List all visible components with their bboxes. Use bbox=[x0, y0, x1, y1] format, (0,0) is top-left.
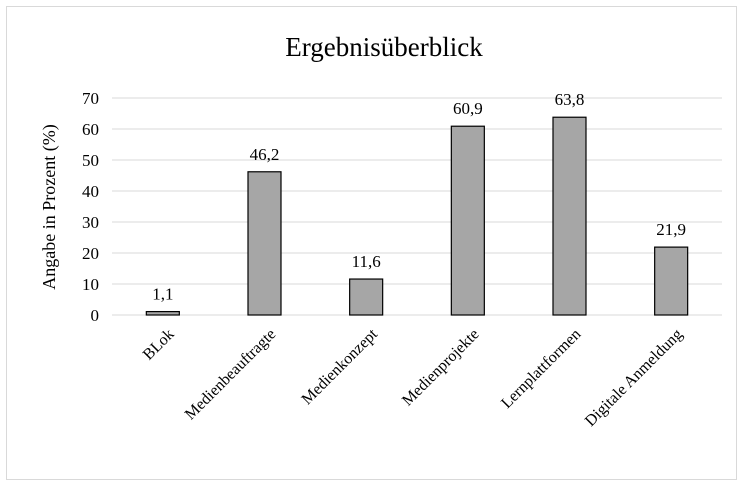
data-label: 60,9 bbox=[453, 99, 483, 118]
data-label: 46,2 bbox=[250, 145, 280, 164]
bar bbox=[654, 246, 689, 316]
category-label: Medienbeauftragte bbox=[182, 326, 279, 423]
data-label: 63,8 bbox=[555, 90, 585, 109]
bar bbox=[552, 116, 587, 316]
data-label: 1,1 bbox=[152, 285, 173, 304]
y-axis-label: Angabe in Prozent (%) bbox=[39, 124, 60, 289]
data-label: 21,9 bbox=[656, 220, 686, 239]
category-label: Digitale Anmeldung bbox=[582, 326, 686, 430]
category-label: Medienkonzept bbox=[299, 325, 382, 408]
bar bbox=[247, 171, 282, 316]
bar bbox=[349, 278, 384, 316]
y-tick-label: 70 bbox=[82, 89, 99, 108]
y-tick-label: 30 bbox=[82, 213, 99, 232]
bar bbox=[450, 125, 485, 316]
data-label: 11,6 bbox=[352, 252, 381, 271]
category-label: Lernplattformen bbox=[498, 326, 584, 412]
y-tick-label: 0 bbox=[91, 306, 100, 325]
y-tick-label: 40 bbox=[82, 182, 99, 201]
category-labels: BLok Medienbeauftragte Medienkonzept Medien… bbox=[140, 325, 686, 429]
y-tick-label: 10 bbox=[82, 275, 99, 294]
gridlines bbox=[112, 97, 722, 316]
chart-frame bbox=[6, 6, 737, 480]
category-label: BLok bbox=[140, 326, 178, 364]
y-tick-label: 50 bbox=[82, 151, 99, 170]
y-tick-label: 20 bbox=[82, 244, 99, 263]
y-tick-labels: 0 10 20 30 40 50 60 70 bbox=[82, 89, 99, 325]
category-label: Medienprojekte bbox=[399, 326, 483, 410]
bar bbox=[145, 310, 180, 316]
chart-title: Ergebnisüberblick bbox=[285, 32, 483, 62]
data-labels: 1,1 46,2 11,6 60,9 63,8 21,9 bbox=[152, 90, 686, 303]
y-tick-label: 60 bbox=[82, 120, 99, 139]
bars bbox=[145, 116, 689, 316]
